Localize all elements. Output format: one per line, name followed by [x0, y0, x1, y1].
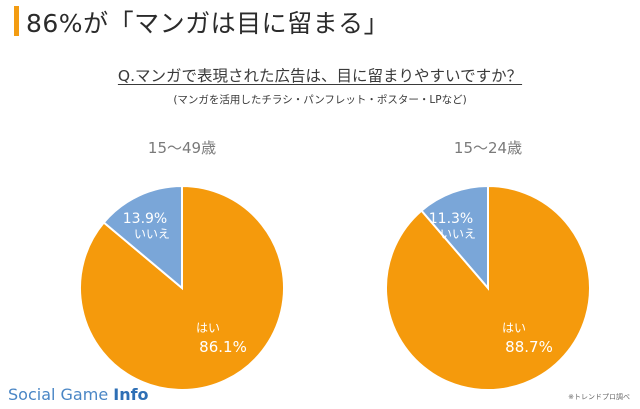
pie-slice-no-right	[420, 184, 489, 291]
source-note: ※トレンドプロ調べ	[568, 393, 630, 401]
survey-note: (マンガを活用したチラシ・パンフレット・ポスター・LPなど)	[173, 94, 467, 106]
brand-logo: Social Game Info	[8, 385, 149, 404]
survey-question-text: Q.マンガで表現された広告は、目に留まりやすいですか？	[117, 67, 523, 85]
pie-category-label-yes-left: はい	[196, 321, 220, 335]
chart-title-right: 15〜24歳	[453, 139, 523, 157]
pie-value-label-yes-left: 86.1%	[199, 338, 247, 356]
chart-title-left: 15〜49歳	[147, 139, 217, 157]
pie-category-label-yes-right: はい	[502, 321, 526, 335]
brand-logo-bold: Info	[113, 385, 149, 404]
pie-value-label-yes-right: 88.7%	[505, 338, 553, 356]
pie-category-label-no-right: いいえ	[440, 227, 476, 241]
survey-question: Q.マンガで表現された広告は、目に留まりやすいですか？	[0, 64, 640, 86]
pie-value-label-no-left: 13.9%	[123, 211, 167, 227]
title-accent-bar	[14, 6, 19, 36]
pie-slice-no-left	[102, 184, 183, 291]
pie-category-label-no-left: いいえ	[134, 227, 170, 241]
pie-value-label-no-right: 11.3%	[429, 211, 473, 227]
page-title: 86%が「マンガは目に留まる」	[26, 9, 390, 38]
brand-logo-prefix: Social Game	[8, 385, 114, 404]
